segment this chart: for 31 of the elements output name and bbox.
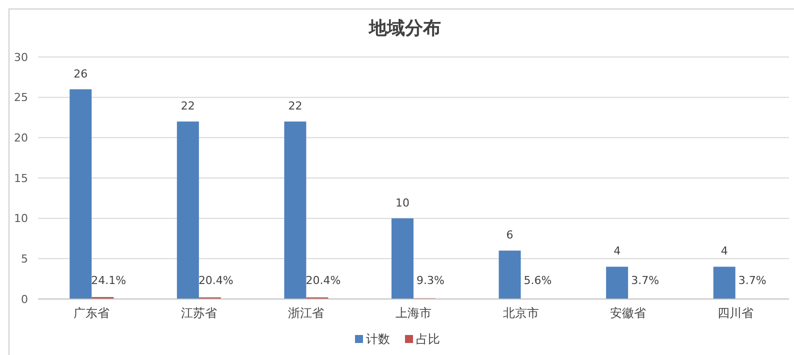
data-label: 10 <box>396 196 410 210</box>
data-label: 4 <box>720 244 728 258</box>
x-tick-label: 安徽省 <box>610 306 646 320</box>
y-tick-label: 30 <box>14 50 28 64</box>
data-label: 20.4% <box>198 274 234 287</box>
y-tick-label: 10 <box>14 212 28 226</box>
y-tick-label: 20 <box>14 132 28 145</box>
data-label: 5.6% <box>524 274 552 287</box>
data-label: 20.4% <box>306 274 341 287</box>
chart-title: 地域分布 <box>368 18 441 39</box>
y-tick-label: 15 <box>14 172 28 185</box>
x-tick-label: 浙江省 <box>288 306 324 320</box>
y-tick-label: 5 <box>21 252 28 266</box>
data-label: 24.1% <box>91 274 126 287</box>
x-tick-label: 上海市 <box>396 306 432 320</box>
data-label: 4 <box>614 244 621 258</box>
data-label: 6 <box>506 228 514 242</box>
x-tick-label: 广东省 <box>74 306 110 320</box>
x-tick-label: 北京市 <box>502 306 539 320</box>
y-tick-label: 25 <box>14 91 28 104</box>
y-tick-label: 0 <box>21 292 28 306</box>
data-label: 9.3% <box>416 274 444 287</box>
data-label: 26 <box>74 67 88 80</box>
data-label: 3.7% <box>738 274 766 287</box>
data-label: 22 <box>288 100 302 113</box>
legend-label: 占比 <box>416 332 440 346</box>
data-label: 22 <box>180 100 195 113</box>
x-tick-label: 四川省 <box>717 306 754 320</box>
legend-label: 计数 <box>366 332 390 346</box>
x-tick-label: 江苏省 <box>180 306 217 320</box>
data-label: 3.7% <box>631 274 660 287</box>
